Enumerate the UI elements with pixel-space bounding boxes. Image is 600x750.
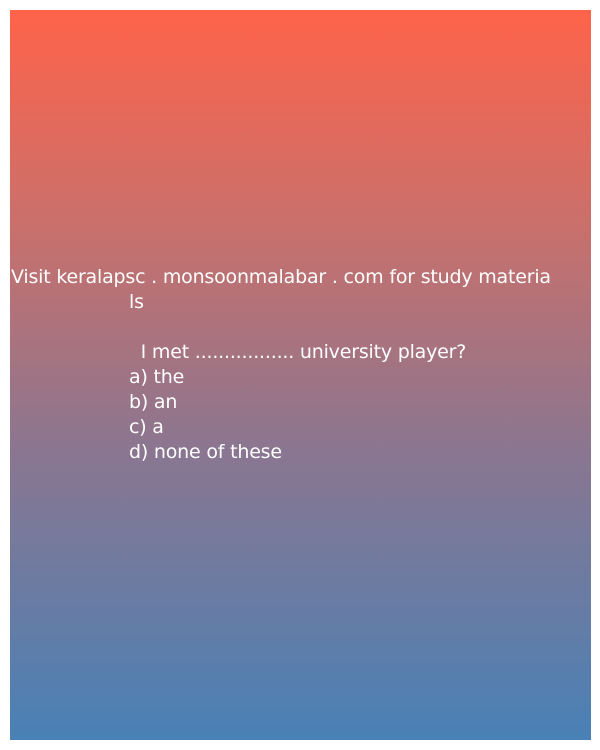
option-a: a) the <box>129 366 185 388</box>
question-card: Visit keralapsc . monsoonmalabar . com f… <box>10 10 591 740</box>
option-b: b) an <box>129 391 178 413</box>
card-content: Visit keralapsc . monsoonmalabar . com f… <box>10 265 591 465</box>
option-d: d) none of these <box>129 441 282 463</box>
promo-text-line-2: ls <box>129 291 144 313</box>
promo-text-line-1: Visit keralapsc . monsoonmalabar . com f… <box>11 266 551 288</box>
question-text: I met ................. university playe… <box>129 341 467 363</box>
option-c: c) a <box>129 416 164 438</box>
